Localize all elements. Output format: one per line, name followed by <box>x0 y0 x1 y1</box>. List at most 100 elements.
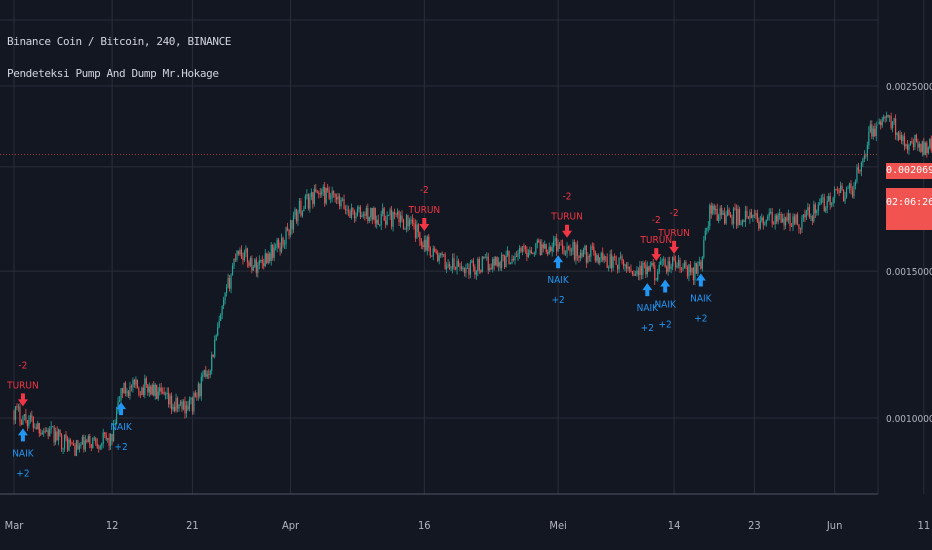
candle <box>518 245 521 259</box>
candle <box>65 431 67 442</box>
candle-body <box>49 428 51 437</box>
candle <box>96 438 98 449</box>
candle-body <box>184 401 186 414</box>
candle-body <box>622 261 625 266</box>
candle-body <box>715 208 717 211</box>
candles-group <box>13 111 932 457</box>
candle <box>111 433 113 445</box>
x-tick-label: 11 <box>918 519 931 532</box>
candle-body <box>468 267 470 275</box>
candle <box>666 265 668 275</box>
candle <box>72 439 75 446</box>
candle <box>92 437 94 449</box>
candle-body <box>811 216 813 222</box>
candle-body <box>667 261 669 272</box>
candle <box>890 112 892 130</box>
candle-body <box>224 293 226 300</box>
candle-body <box>154 384 156 396</box>
candle <box>353 209 356 223</box>
candle <box>303 205 305 212</box>
candle <box>156 384 158 400</box>
candle <box>749 209 751 224</box>
candle <box>267 250 269 265</box>
candle-body <box>700 261 702 269</box>
symbol-legend: Binance Coin / Bitcoin, 240, BINANCE <box>7 35 232 48</box>
candle <box>99 444 101 451</box>
candle-body <box>233 258 235 266</box>
candle-body <box>383 208 385 221</box>
candle <box>894 114 897 140</box>
candle <box>392 211 394 232</box>
candle-body <box>66 438 69 451</box>
candle-body <box>872 128 874 137</box>
candle-body <box>713 205 715 211</box>
candle-body <box>22 415 24 425</box>
candle <box>863 150 865 163</box>
candle <box>814 202 816 219</box>
candle <box>545 243 547 255</box>
candle <box>866 141 868 161</box>
candle <box>19 403 21 427</box>
candle <box>897 130 900 142</box>
candle <box>622 259 625 270</box>
buy-label: NAIK <box>547 275 570 286</box>
candle-body <box>264 253 266 266</box>
candle <box>908 143 910 155</box>
candle <box>346 204 348 215</box>
candle <box>771 208 773 228</box>
candle-body <box>718 215 720 221</box>
candle-body <box>893 118 895 122</box>
candle-body <box>35 427 37 430</box>
candle-body <box>53 426 55 443</box>
candle-body <box>139 394 141 396</box>
candle <box>148 382 150 398</box>
candle <box>14 406 17 424</box>
candle-body <box>28 420 30 427</box>
candle-body <box>176 398 179 409</box>
candle <box>190 396 192 405</box>
candle <box>777 212 779 225</box>
candle-body <box>621 256 623 262</box>
candle-body <box>426 236 428 251</box>
candle <box>930 135 932 153</box>
candle <box>487 252 489 275</box>
candle-body <box>578 255 580 258</box>
candle-body <box>737 209 739 226</box>
x-tick-label: 12 <box>106 519 119 532</box>
candle <box>648 265 650 273</box>
candle <box>927 146 929 155</box>
candle <box>609 250 611 269</box>
candle <box>435 248 437 255</box>
candle-body <box>373 207 375 220</box>
candle-body <box>590 246 592 257</box>
candle-body <box>752 214 754 218</box>
candle <box>283 239 286 250</box>
candle <box>847 185 849 189</box>
candle <box>316 190 318 194</box>
candle-body <box>273 247 275 258</box>
candle-body <box>173 406 176 411</box>
candle-body <box>441 253 443 255</box>
candle-body <box>874 128 876 137</box>
candle-body <box>223 299 225 306</box>
candle <box>889 114 891 122</box>
candle <box>700 259 702 270</box>
candle-body <box>248 262 250 266</box>
candle <box>735 204 738 229</box>
candle <box>591 242 593 250</box>
candle-body <box>156 384 158 399</box>
candle <box>728 207 730 216</box>
candle-body <box>399 215 402 223</box>
candle <box>573 239 576 262</box>
candle <box>124 381 127 397</box>
candle <box>422 241 424 250</box>
candle-body <box>197 383 199 397</box>
candle <box>603 254 605 264</box>
candle-body <box>661 260 663 262</box>
candle-body <box>50 426 52 429</box>
candle <box>716 203 718 221</box>
candle-body <box>807 207 809 211</box>
candle <box>108 433 110 451</box>
candle-body <box>848 183 851 189</box>
